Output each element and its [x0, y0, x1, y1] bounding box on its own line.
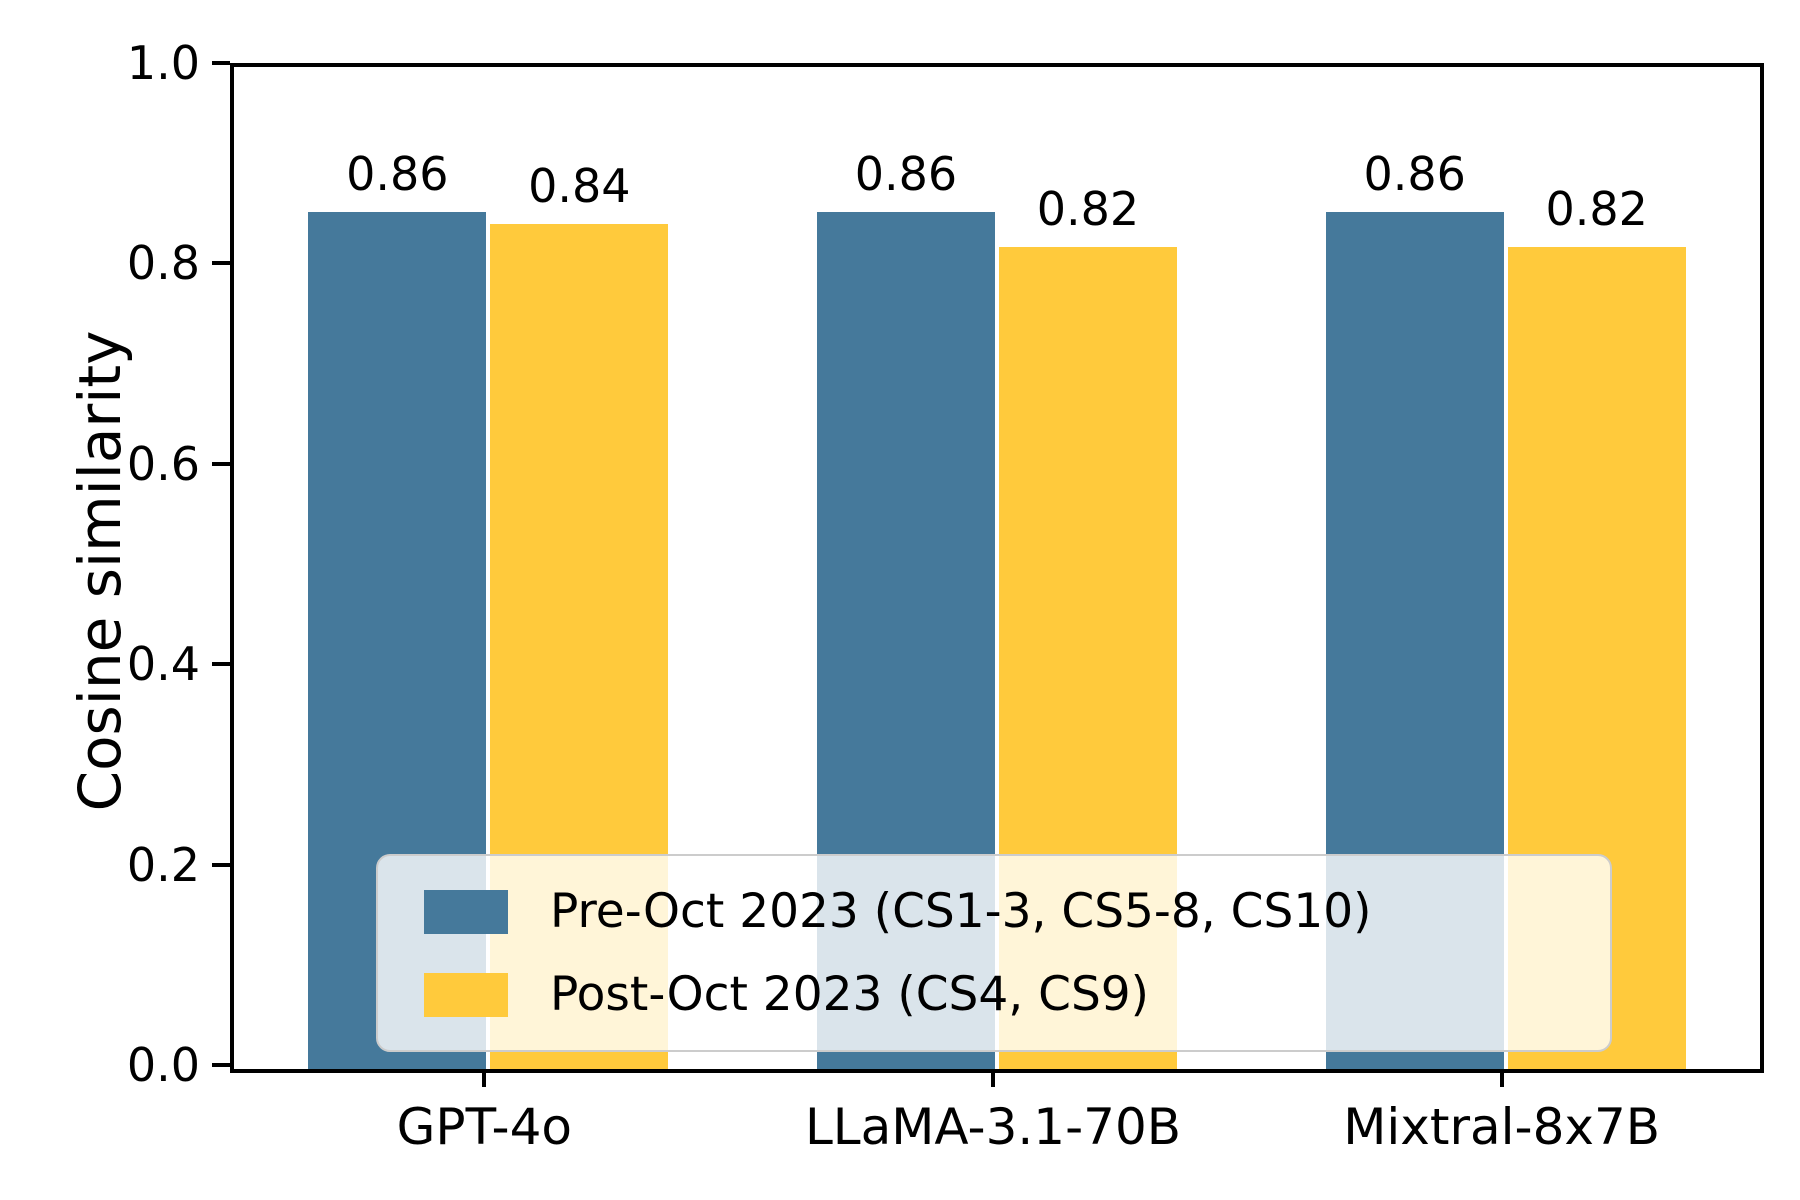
x-tick-label-llama-3.1-70b: LLaMA-3.1-70B — [804, 1098, 1182, 1156]
bar-value-label: 0.84 — [528, 159, 631, 213]
y-tick-mark — [212, 1063, 230, 1067]
y-tick-mark — [212, 461, 230, 466]
legend-label-post-oct: Post-Oct 2023 (CS4, CS9) — [550, 966, 1150, 1022]
y-tick-label: 0.0 — [126, 1038, 200, 1092]
bar-value-label: 0.86 — [1363, 147, 1466, 201]
legend: Pre-Oct 2023 (CS1-3, CS5-8, CS10) Post-O… — [376, 854, 1612, 1052]
x-tick-mark — [482, 1069, 487, 1087]
x-tick-mark — [991, 1069, 995, 1087]
plot-area: Pre-Oct 2023 (CS1-3, CS5-8, CS10) Post-O… — [230, 63, 1764, 1073]
y-tick-mark — [212, 61, 230, 65]
bar-value-label: 0.86 — [346, 147, 449, 201]
y-tick-mark — [212, 261, 230, 266]
x-tick-label-gpt-4o: GPT-4o — [396, 1098, 572, 1156]
legend-swatch-post-oct — [424, 972, 508, 1017]
y-tick-label: 0.4 — [126, 637, 200, 692]
legend-swatch-pre-oct — [424, 889, 508, 934]
y-tick-label: 1.0 — [126, 36, 200, 90]
bar-value-label: 0.86 — [854, 147, 958, 201]
bar-value-label: 0.82 — [1545, 182, 1648, 236]
y-tick-mark — [212, 662, 230, 667]
legend-item-post-oct: Post-Oct 2023 (CS4, CS9) — [424, 966, 1610, 1022]
y-tick-label: 0.2 — [126, 837, 200, 892]
bar-value-label: 0.82 — [1036, 182, 1140, 236]
y-tick-mark — [212, 862, 230, 867]
y-tick-label: 0.6 — [126, 436, 200, 491]
legend-item-pre-oct: Pre-Oct 2023 (CS1-3, CS5-8, CS10) — [424, 883, 1610, 939]
legend-label-pre-oct: Pre-Oct 2023 (CS1-3, CS5-8, CS10) — [550, 883, 1372, 939]
y-tick-label: 0.8 — [126, 236, 200, 291]
x-tick-mark — [1499, 1069, 1504, 1087]
x-tick-label-mixtral-8x7b: Mixtral-8x7B — [1343, 1098, 1661, 1156]
